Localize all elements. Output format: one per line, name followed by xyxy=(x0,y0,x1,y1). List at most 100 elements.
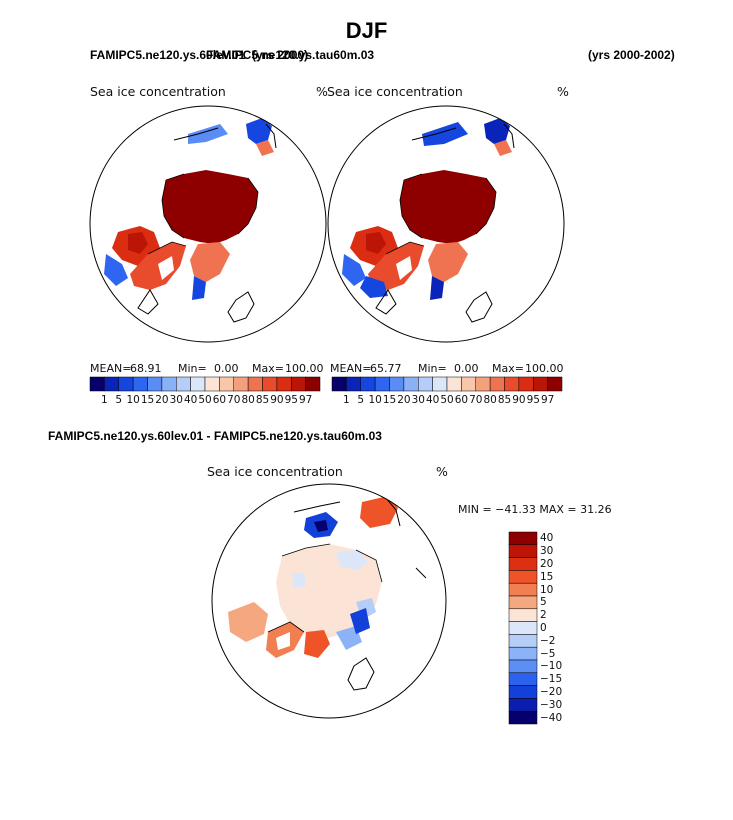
left-run-header: FAMIPC5.ne120.ys.60lev.01 xyxy=(90,48,246,62)
left-colorbar-tick: 20 xyxy=(155,394,169,406)
right-colorbar-tick: 97 xyxy=(540,394,555,406)
diff-colorbar-swatch xyxy=(508,710,538,725)
right-colorbar-swatch xyxy=(461,376,476,392)
right-colorbar-tick: 40 xyxy=(425,394,440,406)
diff-colorbar-swatch xyxy=(508,544,538,558)
right-colorbar-tick: 1 xyxy=(343,394,350,406)
right-colorbar-swatch xyxy=(475,376,491,392)
left-colorbar-tick: 90 xyxy=(270,394,284,406)
left-colorbar-swatch xyxy=(190,376,206,392)
left-min-label: Min= xyxy=(178,362,207,375)
diff-colorbar-tick: −30 xyxy=(540,698,563,711)
right-colorbar-tick: 60 xyxy=(454,394,469,406)
diff-colorbar-swatch xyxy=(508,608,538,622)
diff-colorbar xyxy=(508,531,538,725)
right-colorbar-swatch xyxy=(489,376,505,392)
diff-colorbar-swatch xyxy=(508,570,538,584)
diff-colorbar-swatch xyxy=(508,595,538,610)
right-mean-label: MEAN= xyxy=(330,362,372,375)
diff-colorbar-tick: −40 xyxy=(540,711,563,724)
left-colorbar-tick: 1 xyxy=(101,394,108,406)
left-colorbar-swatch xyxy=(147,376,163,392)
diff-colorbar-swatch xyxy=(508,531,538,546)
right-colorbar-tick: 90 xyxy=(512,394,526,406)
diff-minmax: MIN = −41.33 MAX = 31.26 xyxy=(458,503,612,516)
diff-colorbar-swatch xyxy=(508,672,538,686)
right-colorbar-tick: 80 xyxy=(483,394,497,406)
diff-colorbar-swatch xyxy=(508,659,538,674)
left-colorbar-tick: 95 xyxy=(284,394,298,406)
right-min-value: 0.00 xyxy=(454,362,479,375)
left-colorbar-tick: 60 xyxy=(212,394,227,406)
diff-colorbar-tick: −15 xyxy=(540,673,563,686)
diff-colorbar-tick: −10 xyxy=(540,660,563,673)
diff-colorbar-tick: 0 xyxy=(540,622,547,634)
left-colorbar-swatch xyxy=(89,376,105,392)
left-variable-label: Sea ice concentration xyxy=(90,84,226,99)
left-colorbar-swatch xyxy=(219,376,234,392)
left-colorbar-tick: 85 xyxy=(255,394,270,406)
right-max-value: 100.00 xyxy=(525,362,564,375)
right-min-label: Min= xyxy=(418,362,447,375)
right-colorbar-tick: 5 xyxy=(357,394,365,406)
diff-colorbar-tick: 15 xyxy=(540,570,554,583)
right-colorbar xyxy=(331,376,563,392)
right-colorbar-swatch xyxy=(418,376,433,392)
left-colorbar-swatch xyxy=(276,376,292,392)
left-run-years: (yrs 2000) xyxy=(252,48,309,62)
diff-colorbar-tick: −20 xyxy=(540,686,563,698)
left-colorbar-swatch xyxy=(247,376,263,392)
diff-colorbar-tick: 2 xyxy=(540,609,547,622)
right-colorbar-tick: 15 xyxy=(382,394,397,406)
diff-run-header: FAMIPC5.ne120.ys.60lev.01 - FAMIPC5.ne12… xyxy=(48,429,382,443)
left-mean-value: 68.91 xyxy=(130,362,162,375)
diff-colorbar-tick: 20 xyxy=(540,558,554,570)
left-colorbar-tick: 40 xyxy=(183,394,198,406)
left-colorbar xyxy=(89,376,321,392)
diff-units-label: % xyxy=(436,464,448,479)
right-colorbar-tick: 10 xyxy=(368,394,382,406)
left-colorbar-swatch xyxy=(291,376,306,392)
diff-colorbar-tick: 30 xyxy=(540,545,554,558)
diff-colorbar-tick: 5 xyxy=(540,596,547,609)
diff-colorbar-tick: −5 xyxy=(540,647,556,660)
left-colorbar-swatch xyxy=(262,376,278,392)
left-max-label: Max= xyxy=(252,362,284,375)
left-colorbar-swatch xyxy=(233,376,249,392)
left-colorbar-tick: 50 xyxy=(198,394,212,406)
left-polar-map xyxy=(89,105,327,343)
diff-colorbar-swatch xyxy=(508,621,538,635)
diff-colorbar-swatch xyxy=(508,557,538,571)
diff-colorbar-swatch xyxy=(508,685,538,699)
left-colorbar-tick: 97 xyxy=(298,394,313,406)
left-colorbar-tick: 5 xyxy=(115,394,123,406)
right-variable-label: Sea ice concentration xyxy=(327,84,463,99)
right-mean-value: 65.77 xyxy=(370,362,402,375)
right-colorbar-swatch xyxy=(533,376,548,392)
left-colorbar-swatch xyxy=(204,376,220,392)
left-colorbar-swatch xyxy=(104,376,119,392)
left-min-value: 0.00 xyxy=(214,362,239,375)
right-colorbar-swatch xyxy=(547,376,563,392)
right-colorbar-swatch xyxy=(446,376,462,392)
left-colorbar-swatch xyxy=(132,376,148,392)
right-colorbar-swatch xyxy=(403,376,419,392)
right-colorbar-swatch xyxy=(504,376,520,392)
diff-colorbar-tick: 40 xyxy=(540,532,554,545)
diff-polar-map xyxy=(211,483,447,719)
diff-colorbar-swatch xyxy=(508,582,538,597)
left-colorbar-swatch xyxy=(176,376,191,392)
right-colorbar-swatch xyxy=(346,376,361,392)
left-colorbar-tick: 30 xyxy=(169,394,183,406)
left-colorbar-swatch xyxy=(305,376,321,392)
left-colorbar-tick: 15 xyxy=(140,394,155,406)
diff-colorbar-swatch xyxy=(508,634,538,648)
left-colorbar-tick: 10 xyxy=(126,394,140,406)
right-colorbar-tick: 85 xyxy=(497,394,512,406)
diff-colorbar-tick: −2 xyxy=(540,634,556,647)
left-units-label: % xyxy=(316,84,328,99)
right-colorbar-swatch xyxy=(518,376,534,392)
page-title: DJF xyxy=(345,18,388,43)
left-mean-label: MEAN= xyxy=(90,362,132,375)
left-colorbar-tick: 70 xyxy=(227,394,241,406)
